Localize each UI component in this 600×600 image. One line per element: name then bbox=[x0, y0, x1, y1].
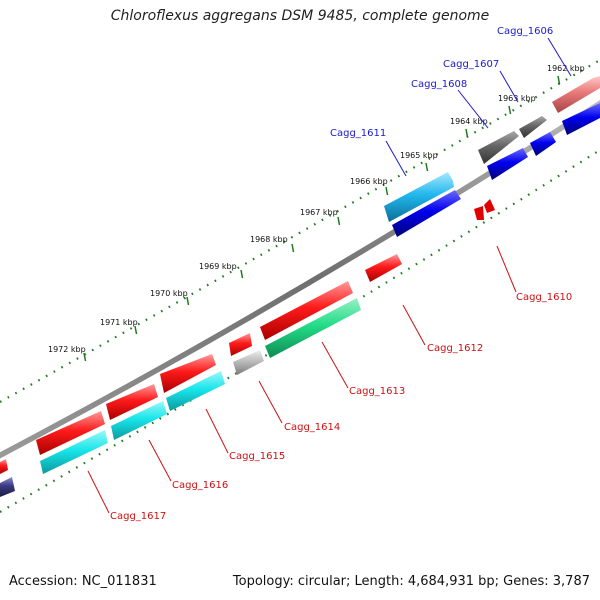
gene-arrow-cagg-1606[interactable] bbox=[552, 76, 600, 113]
gene-arrow-cyan-b[interactable] bbox=[111, 401, 167, 440]
gene-label-cagg-1617[interactable]: Cagg_1617 bbox=[110, 511, 166, 522]
ruler-tick-label: 1968 kbp bbox=[250, 235, 288, 244]
gene-arrow-left-edge-navy[interactable] bbox=[0, 477, 15, 497]
leader-lines bbox=[87, 37, 572, 514]
ruler-tick-label: 1965 kbp bbox=[400, 151, 438, 160]
gene-arrow-cyan-c[interactable] bbox=[40, 430, 108, 474]
ruler-tick-label: 1972 kbp bbox=[48, 345, 86, 354]
ruler-tick-label: 1971 kbp bbox=[100, 318, 138, 327]
gene-arrow-cagg-1611[interactable] bbox=[384, 172, 454, 222]
outer-ruler bbox=[0, 59, 600, 403]
gene-arrow-cagg-1614[interactable] bbox=[229, 333, 252, 356]
gene-label-cagg-1613[interactable]: Cagg_1613 bbox=[349, 386, 405, 397]
outer-ruler-dots bbox=[0, 59, 600, 403]
gene-arrow-blue-b[interactable] bbox=[487, 148, 528, 180]
gene-label-cagg-1610[interactable]: Cagg_1610 bbox=[516, 292, 572, 303]
gene-arrow-cagg-1612[interactable] bbox=[260, 281, 353, 340]
accession-text: Accession: NC_011831 bbox=[9, 574, 157, 589]
gene-arrow-cyan-a[interactable] bbox=[166, 371, 225, 411]
gene-arrow-gray[interactable] bbox=[233, 350, 264, 375]
ruler-tick-label: 1969 kbp bbox=[199, 262, 237, 271]
gene-label-cagg-1616[interactable]: Cagg_1616 bbox=[172, 480, 228, 491]
ruler-tick-mark bbox=[385, 186, 389, 196]
ruler-tick-mark bbox=[186, 296, 190, 306]
gene-arrow-cagg-1617[interactable] bbox=[36, 411, 105, 455]
gene-arrow-blue-c[interactable] bbox=[392, 190, 461, 237]
gene-arrow-blue-a[interactable] bbox=[530, 132, 556, 156]
map-title: Chloroflexus aggregans DSM 9485, complet… bbox=[110, 8, 490, 24]
ruler-tick-label: 1963 kbp bbox=[498, 94, 536, 103]
ruler-tick-label: 1967 kbp bbox=[300, 208, 338, 217]
gene-arrow-red-mid[interactable] bbox=[365, 254, 402, 282]
ruler-tick-mark bbox=[337, 216, 341, 226]
genome-summary-text: Topology: circular; Length: 4,684,931 bp… bbox=[232, 574, 590, 589]
gene-label-cagg-1615[interactable]: Cagg_1615 bbox=[229, 451, 285, 462]
ruler-tick-label: 1964 kbp bbox=[450, 117, 488, 126]
gene-arrow-cagg-1608[interactable] bbox=[478, 131, 519, 164]
ruler-tick-label: 1970 kbp bbox=[150, 289, 188, 298]
gene-arrow-cagg-1607[interactable] bbox=[519, 116, 547, 138]
ruler-tick-label: 1962 kbp bbox=[547, 64, 585, 73]
gene-arrow-cagg-1616[interactable] bbox=[106, 384, 158, 420]
gene-arrow-left-edge-top[interactable] bbox=[0, 459, 8, 474]
gene-label-cagg-1607[interactable]: Cagg_1607 bbox=[443, 59, 499, 70]
ruler-tick-mark bbox=[508, 105, 512, 115]
genome-backbone bbox=[0, 99, 600, 459]
ruler-tick-mark bbox=[240, 269, 244, 279]
ruler-tick-mark bbox=[291, 243, 295, 253]
gene-arrow-cagg-1615[interactable] bbox=[160, 354, 216, 393]
ruler-tick-mark bbox=[465, 128, 469, 138]
ruler-tick-group: 1962 kbp 1963 kbp 1964 kbp 1965 kbp 1966 kbp… bbox=[48, 64, 585, 362]
forward-genes bbox=[0, 76, 600, 474]
gene-arrow-right-edge-blue[interactable] bbox=[562, 103, 600, 135]
ruler-tick-mark bbox=[134, 325, 138, 335]
gene-arrow-cagg-1613[interactable] bbox=[265, 298, 361, 358]
ruler-tick-mark bbox=[425, 162, 429, 172]
gene-arrow-cagg-1610[interactable] bbox=[474, 206, 484, 220]
ruler-tick-mark bbox=[83, 352, 87, 362]
gene-label-cagg-1612[interactable]: Cagg_1612 bbox=[427, 343, 483, 354]
gene-label-cagg-1611[interactable]: Cagg_1611 bbox=[330, 128, 386, 139]
ruler-tick-label: 1966 kbp bbox=[350, 177, 388, 186]
gene-arrow-cagg-1610b[interactable] bbox=[484, 199, 495, 213]
gene-label-cagg-1608[interactable]: Cagg_1608 bbox=[411, 79, 467, 90]
gene-label-cagg-1614[interactable]: Cagg_1614 bbox=[284, 422, 340, 433]
gene-labels: Cagg_1606 Cagg_1607 Cagg_1608 Cagg_1611 … bbox=[110, 26, 572, 522]
gene-label-cagg-1606[interactable]: Cagg_1606 bbox=[497, 26, 553, 37]
ruler-tick-mark bbox=[557, 75, 561, 85]
reverse-genes bbox=[0, 103, 600, 497]
